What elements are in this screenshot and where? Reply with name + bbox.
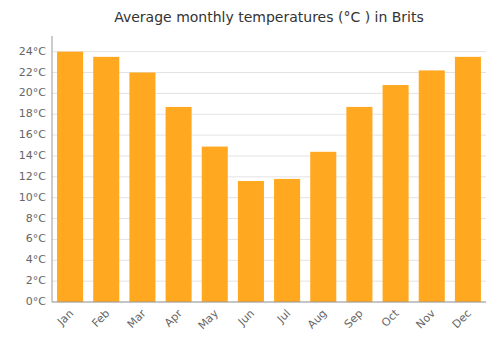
bar xyxy=(274,179,300,302)
y-tick-label: 6°C xyxy=(26,232,46,245)
grid xyxy=(52,52,486,302)
title: Average monthly temperatures (°C ) in Br… xyxy=(114,9,424,25)
y-tick-label: 12°C xyxy=(19,170,46,183)
x-tick-label: Jan xyxy=(54,307,76,329)
x-tick-label: Jul xyxy=(274,307,293,326)
x-tick-label: Feb xyxy=(89,307,112,330)
x-ticks: Jan Feb Mar Apr May Jun Jul Aug Sep Oct Nov Dec xyxy=(54,306,474,332)
x-tick-label: Nov xyxy=(413,307,438,332)
bar xyxy=(202,147,228,302)
chart-svg: 0°C 2°C 4°C 6°C 8°C 10°C 12°C 14°C 16°C 18°C 20°C 2… xyxy=(0,0,500,350)
x-tick-label: Aug xyxy=(305,307,329,331)
bars xyxy=(57,52,481,302)
x-tick-label: Oct xyxy=(379,306,402,329)
y-tick-label: 18°C xyxy=(19,107,46,120)
bar xyxy=(346,107,372,302)
y-tick-label: 8°C xyxy=(26,212,46,225)
x-tick-label: Mar xyxy=(125,307,149,331)
x-tick-label: Dec xyxy=(450,307,474,331)
x-tick-label: May xyxy=(196,307,222,333)
y-tick-label: 16°C xyxy=(19,128,46,141)
chart-container: 0°C 2°C 4°C 6°C 8°C 10°C 12°C 14°C 16°C 18°C 20°C 2… xyxy=(0,0,500,350)
y-tick-label: 4°C xyxy=(26,253,46,266)
y-tick-label: 24°C xyxy=(19,45,46,58)
bar xyxy=(383,85,409,302)
bar xyxy=(419,70,445,302)
bar xyxy=(455,57,481,302)
y-tick-label: 14°C xyxy=(19,149,46,162)
bar xyxy=(310,152,336,302)
bar xyxy=(166,107,192,302)
x-tick-label: Sep xyxy=(342,307,366,331)
bar xyxy=(57,52,83,302)
bar xyxy=(129,73,155,302)
grid-line xyxy=(52,302,486,303)
x-tick-label: Apr xyxy=(162,307,185,330)
grid-line xyxy=(52,51,486,52)
x-axis-line xyxy=(52,302,486,303)
y-axis-line xyxy=(52,36,53,302)
y-tick-label: 10°C xyxy=(19,191,46,204)
y-tick-label: 22°C xyxy=(19,66,46,79)
x-tick-label: Jun xyxy=(235,307,257,329)
bar xyxy=(93,57,119,302)
y-tick-label: 0°C xyxy=(26,295,46,308)
y-ticks: 0°C 2°C 4°C 6°C 8°C 10°C 12°C 14°C 16°C 18°C 20°C 2… xyxy=(19,45,46,308)
bar xyxy=(238,181,264,302)
y-tick-label: 2°C xyxy=(26,274,46,287)
y-tick-label: 20°C xyxy=(19,86,46,99)
